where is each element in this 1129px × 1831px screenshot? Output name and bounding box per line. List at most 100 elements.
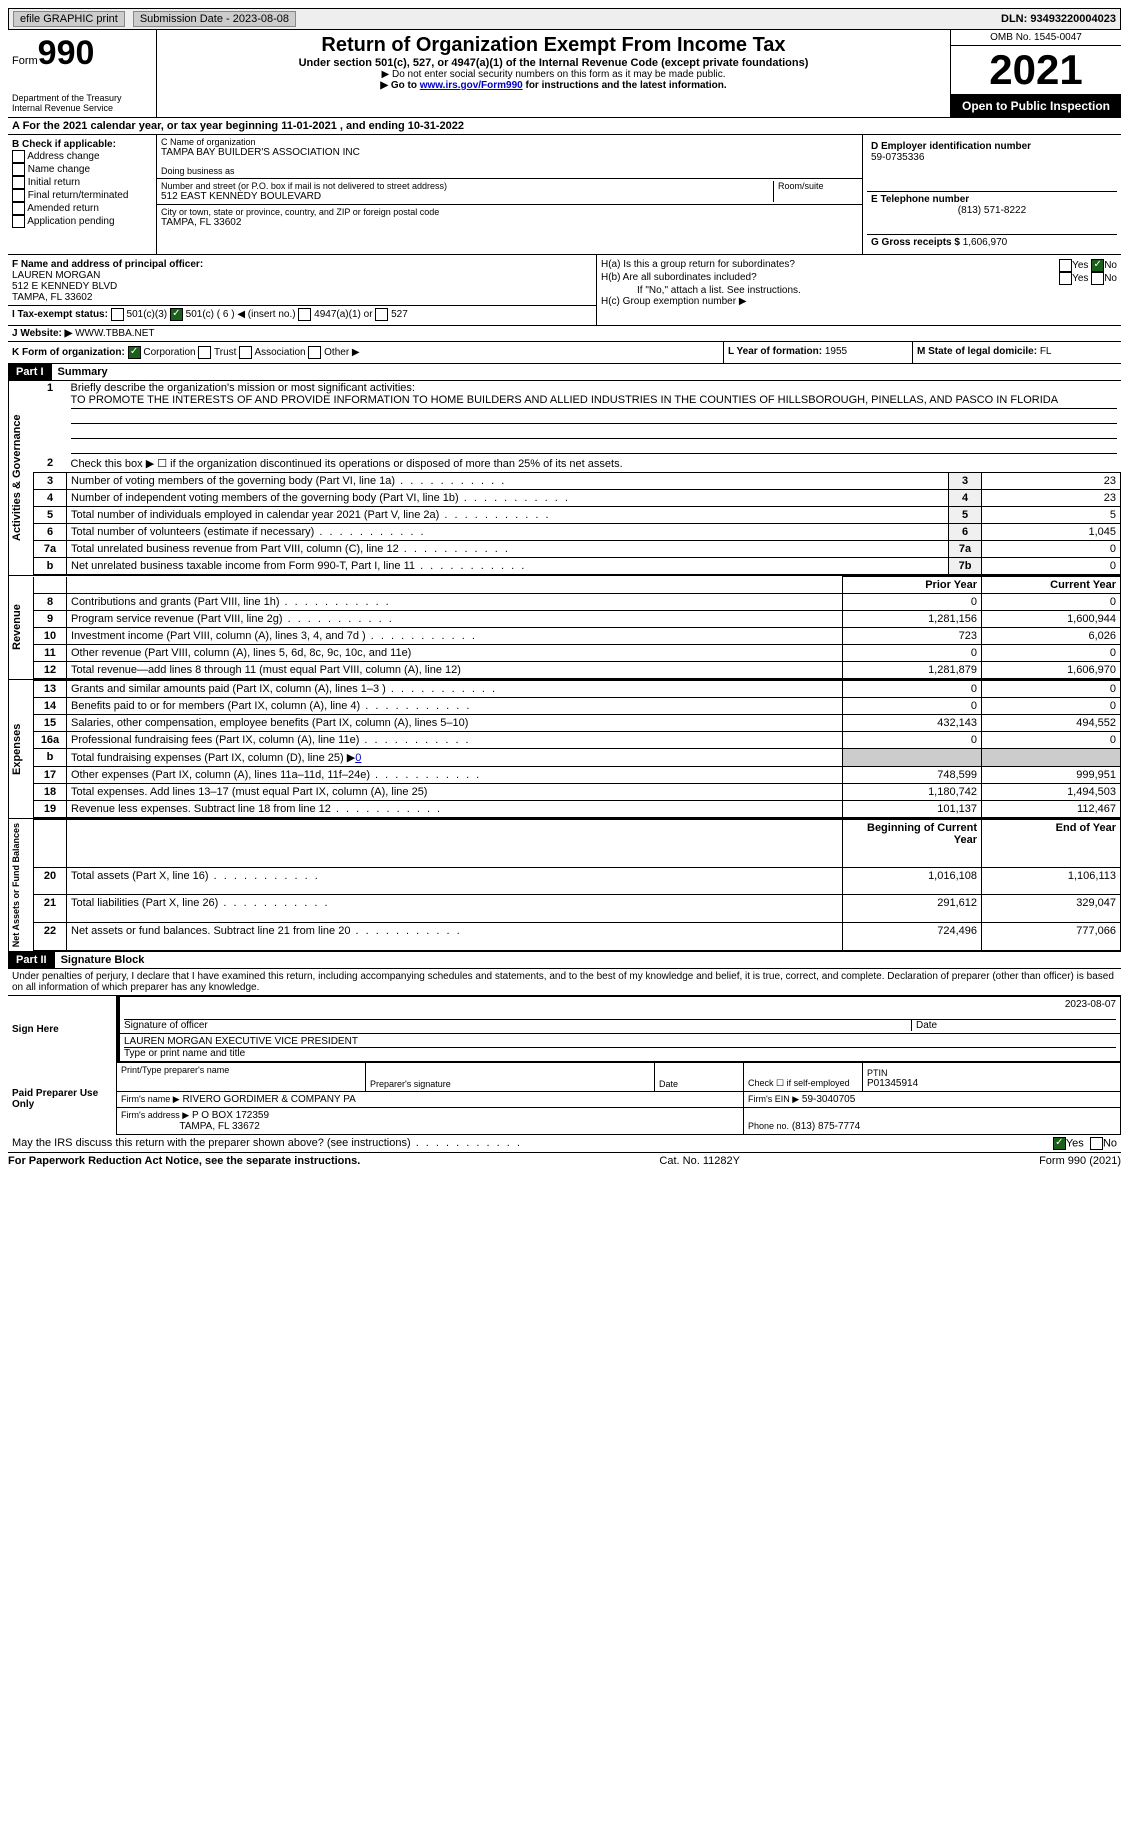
line10-prior: 723 — [843, 628, 982, 645]
ha-no[interactable]: ✓ — [1091, 259, 1104, 272]
tax-year: 2021 — [951, 46, 1121, 95]
check-initial[interactable] — [12, 176, 25, 189]
hb-yes[interactable] — [1059, 272, 1072, 285]
firm-addr: P O BOX 172359 — [192, 1110, 269, 1121]
irs-link[interactable]: www.irs.gov/Form990 — [420, 80, 523, 91]
check-final[interactable] — [12, 189, 25, 202]
line14-prior: 0 — [843, 698, 982, 715]
line16a-prior: 0 — [843, 732, 982, 749]
website: WWW.TBBA.NET — [75, 328, 154, 339]
line20-curr: 1,106,113 — [982, 867, 1121, 895]
line18-prior: 1,180,742 — [843, 784, 982, 801]
check-501c3[interactable] — [111, 308, 124, 321]
discuss-no[interactable] — [1090, 1137, 1103, 1150]
state-domicile: FL — [1040, 346, 1052, 357]
revenue-section: Revenue Prior YearCurrent Year 8Contribu… — [8, 576, 1121, 680]
discuss-row: May the IRS discuss this return with the… — [8, 1135, 1121, 1153]
line13-curr: 0 — [982, 681, 1121, 698]
line7a-val: 0 — [982, 541, 1121, 558]
line6-val: 1,045 — [982, 524, 1121, 541]
instruction-2: ▶ Go to www.irs.gov/Form990 for instruct… — [161, 80, 946, 91]
check-name[interactable] — [12, 163, 25, 176]
org-address: 512 EAST KENNEDY BOULEVARD — [161, 191, 773, 202]
line17-prior: 748,599 — [843, 767, 982, 784]
check-trust[interactable] — [198, 346, 211, 359]
form-header: Form990 Department of the Treasury Inter… — [8, 30, 1121, 118]
line9-curr: 1,600,944 — [982, 611, 1121, 628]
line9-prior: 1,281,156 — [843, 611, 982, 628]
instruction-1: ▶ Do not enter social security numbers o… — [161, 69, 946, 80]
officer-addr1: 512 E KENNEDY BLVD — [12, 281, 592, 292]
line21-prior: 291,612 — [843, 895, 982, 923]
line3-val: 23 — [982, 473, 1121, 490]
line21-curr: 329,047 — [982, 895, 1121, 923]
line5-val: 5 — [982, 507, 1121, 524]
line22-prior: 724,496 — [843, 923, 982, 951]
perjury-statement: Under penalties of perjury, I declare th… — [8, 969, 1121, 996]
dept-treasury: Department of the Treasury — [12, 93, 152, 103]
part1-header: Part I Summary — [8, 364, 1121, 381]
line-j: J Website: ▶ WWW.TBBA.NET — [8, 326, 1121, 342]
line4-val: 23 — [982, 490, 1121, 507]
form-subtitle: Under section 501(c), 527, or 4947(a)(1)… — [161, 57, 946, 69]
expenses-label: Expenses — [8, 680, 33, 818]
netassets-section: Net Assets or Fund Balances Beginning of… — [8, 819, 1121, 952]
line7b-val: 0 — [982, 558, 1121, 575]
revenue-label: Revenue — [8, 576, 33, 679]
ha-yes[interactable] — [1059, 259, 1072, 272]
check-4947[interactable] — [298, 308, 311, 321]
form-number: 990 — [38, 34, 95, 72]
line10-curr: 6,026 — [982, 628, 1121, 645]
discuss-yes[interactable]: ✓ — [1053, 1137, 1066, 1150]
officer-sig-name: LAUREN MORGAN EXECUTIVE VICE PRESIDENT — [124, 1036, 1116, 1047]
box-d-e-g: D Employer identification number 59-0735… — [862, 135, 1121, 254]
entity-section: B Check if applicable: Address change Na… — [8, 135, 1121, 255]
check-corp[interactable]: ✓ — [128, 346, 141, 359]
line13-prior: 0 — [843, 681, 982, 698]
line16a-curr: 0 — [982, 732, 1121, 749]
line15-prior: 432,143 — [843, 715, 982, 732]
year-formation: 1955 — [825, 346, 847, 357]
part2-header: Part II Signature Block — [8, 952, 1121, 969]
hb-no[interactable] — [1091, 272, 1104, 285]
line12-curr: 1,606,970 — [982, 662, 1121, 679]
officer-section: F Name and address of principal officer:… — [8, 255, 1121, 326]
check-501c[interactable]: ✓ — [170, 308, 183, 321]
gross-receipts: 1,606,970 — [963, 237, 1008, 248]
telephone: (813) 571-8222 — [871, 205, 1113, 216]
sign-here-block: Sign Here 2023-08-07 Signature of office… — [8, 996, 1121, 1062]
netassets-label: Net Assets or Fund Balances — [8, 819, 33, 951]
check-assoc[interactable] — [239, 346, 252, 359]
box-c: C Name of organization TAMPA BAY BUILDER… — [157, 135, 862, 254]
check-address[interactable] — [12, 150, 25, 163]
irs-label: Internal Revenue Service — [12, 103, 152, 113]
line18-curr: 1,494,503 — [982, 784, 1121, 801]
mission-text: TO PROMOTE THE INTERESTS OF AND PROVIDE … — [71, 394, 1117, 409]
open-inspection: Open to Public Inspection — [951, 95, 1121, 117]
line16b-link[interactable]: 0 — [355, 752, 361, 764]
check-amended[interactable] — [12, 202, 25, 215]
line22-curr: 777,066 — [982, 923, 1121, 951]
check-other[interactable] — [308, 346, 321, 359]
line19-prior: 101,137 — [843, 801, 982, 818]
officer-name: LAUREN MORGAN — [12, 270, 592, 281]
line11-curr: 0 — [982, 645, 1121, 662]
efile-button[interactable]: efile GRAPHIC print — [13, 11, 125, 27]
check-527[interactable] — [375, 308, 388, 321]
sign-date-val: 2023-08-07 — [1065, 999, 1116, 1019]
paid-preparer-block: Paid Preparer Use Only Print/Type prepar… — [8, 1062, 1121, 1135]
form-prefix: Form — [12, 55, 38, 67]
omb-number: OMB No. 1545-0047 — [951, 30, 1121, 46]
dln: DLN: 93493220004023 — [1001, 13, 1116, 25]
line12-prior: 1,281,879 — [843, 662, 982, 679]
check-pending[interactable] — [12, 215, 25, 228]
line14-curr: 0 — [982, 698, 1121, 715]
form-title: Return of Organization Exempt From Incom… — [161, 34, 946, 57]
firm-ein: 59-3040705 — [802, 1094, 855, 1105]
line20-prior: 1,016,108 — [843, 867, 982, 895]
submission-date: Submission Date - 2023-08-08 — [133, 11, 296, 27]
line8-curr: 0 — [982, 594, 1121, 611]
top-bar: efile GRAPHIC print Submission Date - 20… — [8, 8, 1121, 30]
line-a: A For the 2021 calendar year, or tax yea… — [8, 118, 1121, 135]
box-b: B Check if applicable: Address change Na… — [8, 135, 157, 254]
